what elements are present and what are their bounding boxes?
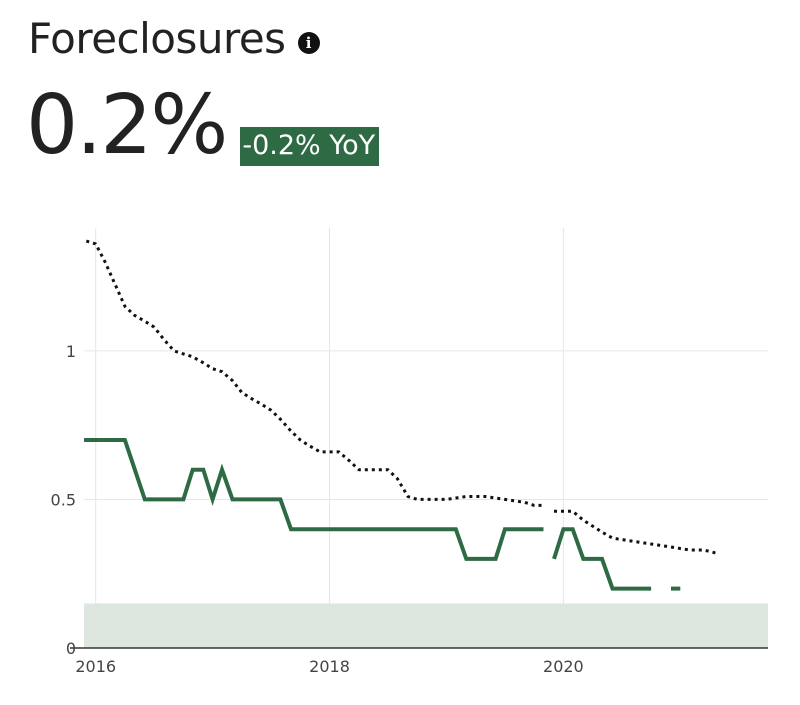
headline-value: 0.2%	[26, 78, 228, 173]
band-layer	[84, 603, 768, 648]
benchmark-line	[85, 239, 544, 507]
y-tick-label: 0	[66, 639, 76, 658]
yoy-badge: -0.2% YoY	[240, 127, 380, 166]
y-tick-label: 1	[66, 342, 76, 361]
page-title: Foreclosures	[28, 14, 286, 63]
y-tick-label: 0.5	[51, 490, 76, 509]
info-icon[interactable]: i	[297, 31, 320, 54]
foreclosures-line	[84, 438, 544, 561]
benchmark-line	[554, 509, 716, 555]
series-layer	[84, 239, 716, 591]
foreclosures-line	[552, 527, 652, 591]
tick-label-layer: 2016 2018 2020 0 0.5 1	[51, 342, 584, 676]
grid-layer	[84, 228, 768, 648]
x-tick-label: 2016	[75, 657, 116, 676]
x-tick-label: 2018	[309, 657, 350, 676]
x-tick-label: 2020	[543, 657, 584, 676]
value-row: 0.2% -0.2% YoY	[26, 78, 380, 173]
title-row: Foreclosures i	[28, 14, 320, 63]
shaded-band	[84, 603, 768, 648]
